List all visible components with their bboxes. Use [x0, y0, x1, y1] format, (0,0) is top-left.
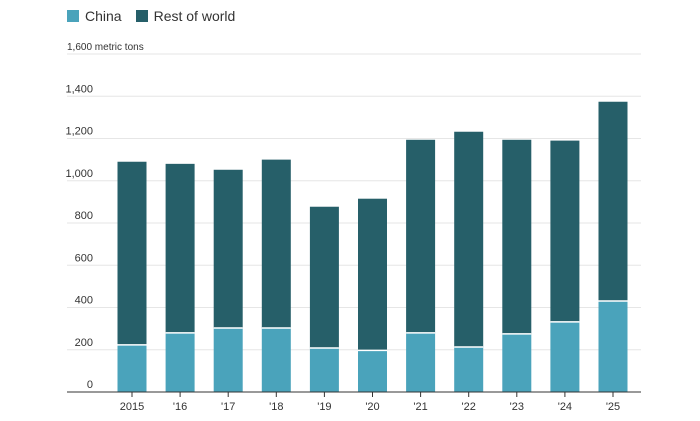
bar-china	[598, 300, 628, 392]
bar-rest-of-world	[117, 161, 147, 345]
x-axis-labels: 2015 '16 '17 '18 '19 '20 '21 '22 '23 '24 '25	[120, 401, 620, 413]
x-tick-label: '17	[221, 401, 235, 413]
legend-label-rest-of-world: Rest of world	[153, 8, 236, 24]
y-tick-label: 600	[75, 252, 93, 264]
y-tick-label: 1,000	[65, 168, 93, 180]
legend-label-china: China	[85, 8, 122, 24]
bar-china	[309, 348, 339, 392]
legend-swatch-rest-of-world	[135, 10, 148, 22]
bar-rest-of-world	[598, 101, 628, 301]
y-axis-labels: 0 200 400 600 800 1,000 1,200 1,400 1,600 metric…	[65, 42, 143, 391]
x-tick-label: '19	[317, 401, 331, 413]
bar-china	[213, 327, 243, 392]
y-tick-label: 0	[87, 379, 93, 391]
bars	[117, 101, 628, 392]
x-tick-label: '18	[269, 401, 283, 413]
bar-china	[550, 321, 580, 392]
x-tick-label: '16	[173, 401, 187, 413]
bar-rest-of-world	[406, 139, 436, 333]
y-axis-unit-label: 1,600 metric tons	[67, 42, 144, 53]
bar-rest-of-world	[358, 198, 387, 351]
bar-rest-of-world	[165, 163, 195, 333]
gridlines	[67, 53, 641, 351]
bar-rest-of-world	[261, 159, 291, 328]
bar-china	[502, 333, 532, 392]
bar-china	[358, 350, 387, 392]
y-tick-label: 1,200	[65, 126, 93, 138]
bar-rest-of-world	[213, 169, 243, 328]
x-tick-label: '23	[510, 401, 524, 413]
legend-item-rest-of-world: Rest of world	[135, 8, 236, 24]
x-tick-label: '25	[606, 401, 620, 413]
bar-rest-of-world	[550, 140, 580, 322]
bar-rest-of-world	[502, 139, 532, 334]
bar-china	[261, 327, 291, 392]
x-tick-label: 2015	[120, 401, 144, 413]
x-tick-label: '20	[365, 401, 379, 413]
y-tick-label: 1,400	[65, 83, 93, 95]
x-tick-label: '21	[413, 401, 427, 413]
y-tick-label: 800	[75, 210, 93, 222]
bar-rest-of-world	[309, 206, 339, 349]
x-tick-label: '24	[558, 401, 572, 413]
x-axis	[67, 391, 641, 397]
y-tick-label: 400	[75, 295, 93, 307]
chart-legend: China Rest of world	[67, 8, 249, 24]
y-tick-label: 200	[75, 337, 93, 349]
bar-china	[117, 344, 147, 392]
bar-china	[454, 347, 484, 392]
legend-swatch-china	[67, 10, 79, 22]
x-tick-label: '22	[462, 401, 476, 413]
bar-china	[406, 332, 436, 392]
bar-china	[165, 332, 195, 392]
bar-rest-of-world	[454, 131, 484, 348]
legend-item-china: China	[67, 8, 122, 24]
